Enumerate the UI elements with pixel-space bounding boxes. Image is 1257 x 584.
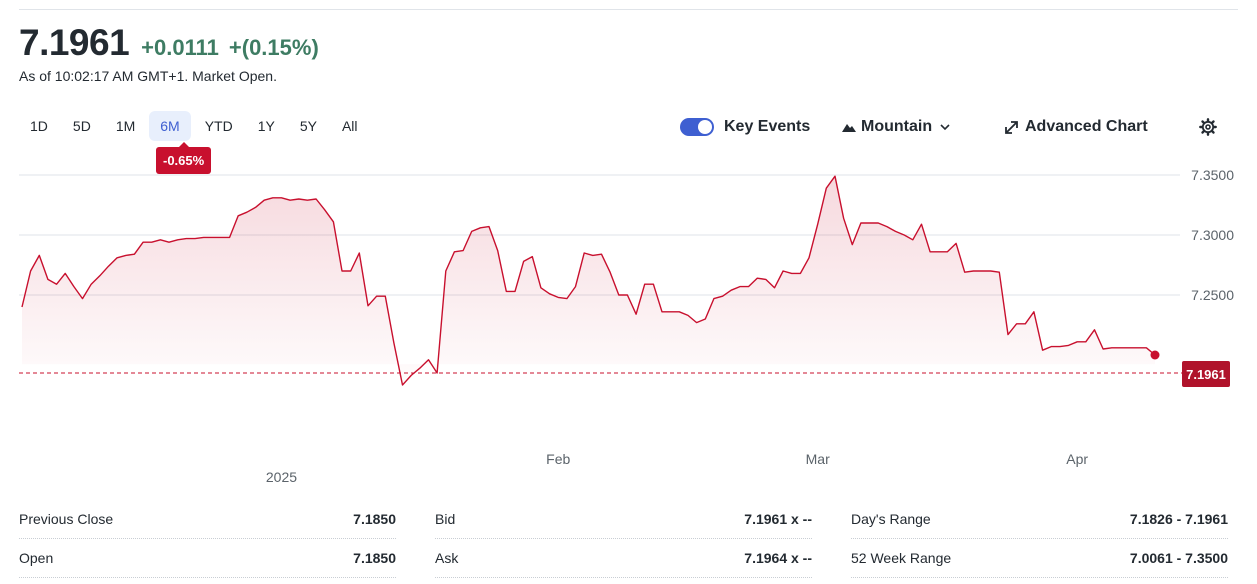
key-events-toggle[interactable]: Key Events	[680, 116, 810, 138]
stat-value: 7.1850	[353, 550, 396, 566]
y-tick-label: 7.3500	[1191, 167, 1234, 183]
range-button-5y[interactable]: 5Y	[299, 118, 317, 134]
time-range-selector: 1D 5D 1M 6M YTD 1Y 5Y All	[19, 111, 372, 141]
last-price-badge	[1182, 361, 1230, 387]
gear-icon	[1199, 118, 1217, 136]
x-year-label: 2025	[266, 469, 297, 485]
chart-type-label: Mountain	[861, 118, 933, 135]
price-line	[21, 175, 1156, 386]
top-divider	[19, 9, 1238, 10]
market-status: As of 10:02:17 AM GMT+1. Market Open.	[19, 68, 277, 84]
quote-header: 7.1961 +0.0111 +(0.15%)	[19, 22, 319, 64]
current-price: 7.1961	[19, 22, 130, 63]
advanced-chart-label: Advanced Chart	[1025, 118, 1148, 135]
chart-settings-button[interactable]	[1199, 116, 1217, 138]
stats-column-right: Day's Range 7.1826 - 7.1961 52 Week Rang…	[851, 500, 1228, 580]
range-button-all[interactable]: All	[341, 118, 358, 134]
chart-type-dropdown[interactable]: Mountain	[842, 116, 950, 138]
range-button-1d[interactable]: 1D	[30, 118, 48, 134]
range-button-1y[interactable]: 1Y	[257, 118, 275, 134]
stat-bid: Bid 7.1961 x --	[435, 500, 812, 539]
stat-52-week-range: 52 Week Range 7.0061 - 7.3500	[851, 539, 1228, 578]
price-change: +0.0111	[141, 35, 219, 60]
stat-value: 7.1961 x --	[744, 511, 812, 527]
range-change-badge: -0.65%	[156, 142, 212, 174]
x-tick-label: Feb	[546, 451, 570, 467]
stat-label: Previous Close	[19, 511, 114, 527]
stat-ask: Ask 7.1964 x --	[435, 539, 812, 578]
stat-value: 7.1964 x --	[744, 550, 812, 566]
stat-label: Bid	[435, 511, 456, 527]
price-area	[22, 176, 1155, 385]
stat-value: 7.1850	[353, 511, 396, 527]
y-tick-label: 7.3000	[1191, 227, 1234, 243]
key-events-label: Key Events	[724, 118, 811, 135]
last-price-label: 7.1961	[1186, 367, 1226, 382]
stats-column-left: Previous Close 7.1850 Open 7.1850	[19, 500, 396, 580]
stat-previous-close: Previous Close 7.1850	[19, 500, 396, 539]
stats-column-middle: Bid 7.1961 x -- Ask 7.1964 x --	[435, 500, 812, 580]
stat-value: 7.0061 - 7.3500	[1129, 550, 1228, 566]
price-change-percent: +(0.15%)	[228, 35, 319, 60]
toggle-switch[interactable]	[680, 118, 714, 136]
x-tick-label: Apr	[1066, 451, 1088, 467]
stat-value: 7.1826 - 7.1961	[1129, 511, 1228, 527]
expand-arrow-icon	[1004, 120, 1019, 135]
stat-label: Ask	[435, 550, 459, 566]
chevron-down-icon	[940, 123, 950, 131]
stat-label: 52 Week Range	[851, 550, 952, 566]
last-price-dot	[1150, 350, 1160, 360]
stat-label: Day's Range	[851, 511, 931, 527]
mountain-icon	[842, 121, 856, 133]
y-tick-label: 7.2500	[1191, 287, 1234, 303]
stat-days-range: Day's Range 7.1826 - 7.1961	[851, 500, 1228, 539]
x-tick-label: Mar	[806, 451, 830, 467]
stat-label: Open	[19, 550, 54, 566]
stat-open: Open 7.1850	[19, 539, 396, 578]
range-button-1m[interactable]: 1M	[115, 118, 136, 134]
range-button-ytd[interactable]: YTD	[204, 118, 233, 134]
advanced-chart-button[interactable]: Advanced Chart	[1004, 116, 1148, 138]
range-button-5d[interactable]: 5D	[72, 118, 91, 134]
range-button-6m[interactable]: 6M	[149, 111, 191, 141]
